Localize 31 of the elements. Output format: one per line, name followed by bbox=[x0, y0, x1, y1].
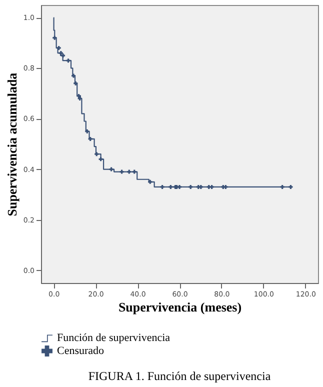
point bbox=[78, 96, 82, 101]
point bbox=[224, 184, 228, 189]
point bbox=[120, 170, 124, 174]
legend-label: Función de supervivencia bbox=[57, 332, 170, 344]
point bbox=[88, 136, 92, 141]
point bbox=[127, 170, 132, 174]
x-axis-title: Supervivencia (meses) bbox=[118, 300, 242, 314]
point bbox=[94, 152, 99, 156]
point bbox=[188, 184, 193, 189]
legend-label: Censurado bbox=[57, 345, 105, 357]
point bbox=[98, 157, 103, 162]
point bbox=[148, 180, 152, 184]
point bbox=[178, 184, 182, 189]
point bbox=[288, 184, 293, 189]
point bbox=[74, 81, 78, 86]
text: FIGURA 1. Función de supervivencia bbox=[88, 369, 272, 383]
point bbox=[198, 184, 203, 189]
point bbox=[132, 170, 136, 174]
y-axis-title: Supervivencia acumulada bbox=[4, 72, 20, 216]
point bbox=[58, 51, 63, 56]
point bbox=[66, 58, 70, 63]
point bbox=[52, 36, 57, 40]
point bbox=[109, 167, 114, 172]
point bbox=[168, 184, 173, 189]
point bbox=[210, 184, 214, 189]
point bbox=[56, 46, 61, 50]
point bbox=[72, 74, 76, 78]
point bbox=[280, 184, 284, 189]
point bbox=[61, 54, 66, 58]
point bbox=[160, 184, 164, 189]
point bbox=[85, 129, 90, 134]
